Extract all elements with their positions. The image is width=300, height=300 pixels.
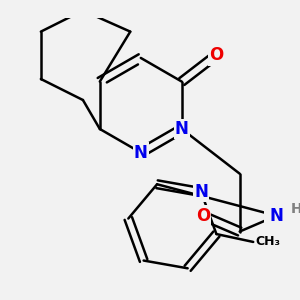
Text: O: O [196,207,210,225]
Text: CH₃: CH₃ [256,236,281,248]
Text: O: O [209,46,223,64]
Text: N: N [194,183,208,201]
Text: N: N [270,207,283,225]
Text: N: N [134,144,148,162]
Text: H: H [291,202,300,216]
Text: N: N [175,120,189,138]
